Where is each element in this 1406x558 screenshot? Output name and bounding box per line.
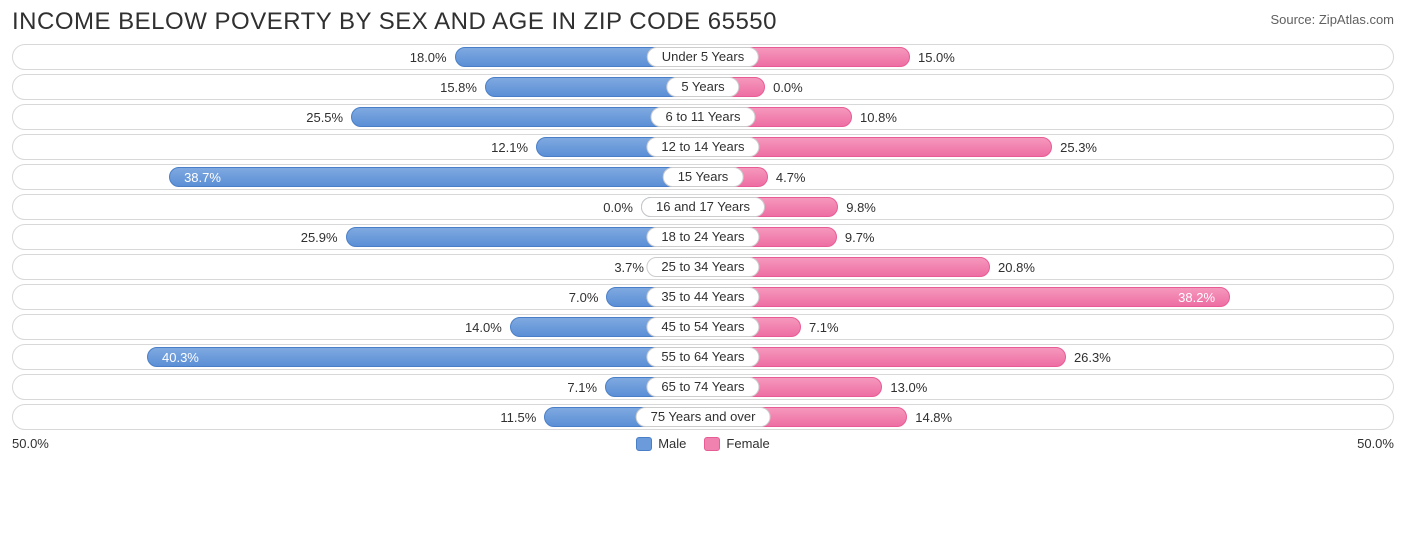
- legend-male-label: Male: [658, 436, 686, 451]
- chart-row: 11.5% 14.8% 75 Years and over: [12, 404, 1394, 430]
- axis-right-label: 50.0%: [1357, 436, 1394, 451]
- legend: Male Female: [636, 436, 770, 451]
- chart-title: INCOME BELOW POVERTY BY SEX AND AGE IN Z…: [12, 8, 777, 36]
- female-value: 14.8%: [915, 405, 952, 431]
- chart-row: 25.9% 9.7% 18 to 24 Years: [12, 224, 1394, 250]
- legend-female-swatch: [704, 437, 720, 451]
- chart-row: 3.7% 20.8% 25 to 34 Years: [12, 254, 1394, 280]
- category-label: Under 5 Years: [647, 47, 759, 67]
- female-value: 15.0%: [918, 45, 955, 71]
- chart-row: 7.1% 13.0% 65 to 74 Years: [12, 374, 1394, 400]
- male-value: 40.3%: [162, 345, 199, 371]
- female-value: 26.3%: [1074, 345, 1111, 371]
- category-label: 75 Years and over: [636, 407, 771, 427]
- male-bar: [147, 347, 703, 367]
- chart-row: 38.7% 4.7% 15 Years: [12, 164, 1394, 190]
- female-value: 20.8%: [998, 255, 1035, 281]
- female-value: 0.0%: [773, 75, 803, 101]
- chart-row: 40.3% 26.3% 55 to 64 Years: [12, 344, 1394, 370]
- chart-row: 18.0% 15.0% Under 5 Years: [12, 44, 1394, 70]
- female-value: 7.1%: [809, 315, 839, 341]
- axis-left-label: 50.0%: [12, 436, 49, 451]
- chart-row: 0.0% 9.8% 16 and 17 Years: [12, 194, 1394, 220]
- female-bar: [703, 287, 1230, 307]
- category-label: 6 to 11 Years: [651, 107, 756, 127]
- category-label: 5 Years: [666, 77, 739, 97]
- female-value: 13.0%: [890, 375, 927, 401]
- category-label: 15 Years: [663, 167, 744, 187]
- male-value: 0.0%: [603, 195, 633, 221]
- male-value: 7.1%: [567, 375, 597, 401]
- category-label: 25 to 34 Years: [646, 257, 759, 277]
- legend-female-label: Female: [726, 436, 769, 451]
- chart-row: 14.0% 7.1% 45 to 54 Years: [12, 314, 1394, 340]
- male-value: 12.1%: [491, 135, 528, 161]
- male-value: 14.0%: [465, 315, 502, 341]
- chart-row: 7.0% 38.2% 35 to 44 Years: [12, 284, 1394, 310]
- category-label: 16 and 17 Years: [641, 197, 765, 217]
- chart-source: Source: ZipAtlas.com: [1270, 8, 1394, 27]
- male-bar: [169, 167, 703, 187]
- male-value: 25.9%: [301, 225, 338, 251]
- male-value: 11.5%: [500, 405, 536, 431]
- female-value: 9.8%: [846, 195, 876, 221]
- female-value: 9.7%: [845, 225, 875, 251]
- chart-rows: 18.0% 15.0% Under 5 Years 15.8% 0.0% 5 Years 2…: [12, 44, 1394, 430]
- legend-female: Female: [704, 436, 769, 451]
- category-label: 45 to 54 Years: [646, 317, 759, 337]
- female-value: 4.7%: [776, 165, 806, 191]
- category-label: 65 to 74 Years: [646, 377, 759, 397]
- male-value: 25.5%: [306, 105, 343, 131]
- legend-male: Male: [636, 436, 686, 451]
- category-label: 12 to 14 Years: [646, 137, 759, 157]
- male-value: 7.0%: [569, 285, 599, 311]
- male-value: 18.0%: [410, 45, 447, 71]
- category-label: 18 to 24 Years: [646, 227, 759, 247]
- chart-row: 12.1% 25.3% 12 to 14 Years: [12, 134, 1394, 160]
- female-value: 10.8%: [860, 105, 897, 131]
- male-value: 38.7%: [184, 165, 221, 191]
- male-value: 15.8%: [440, 75, 477, 101]
- chart-row: 15.8% 0.0% 5 Years: [12, 74, 1394, 100]
- female-value: 25.3%: [1060, 135, 1097, 161]
- female-value: 38.2%: [1178, 285, 1215, 311]
- category-label: 35 to 44 Years: [646, 287, 759, 307]
- chart-row: 25.5% 10.8% 6 to 11 Years: [12, 104, 1394, 130]
- legend-male-swatch: [636, 437, 652, 451]
- category-label: 55 to 64 Years: [646, 347, 759, 367]
- male-value: 3.7%: [614, 255, 644, 281]
